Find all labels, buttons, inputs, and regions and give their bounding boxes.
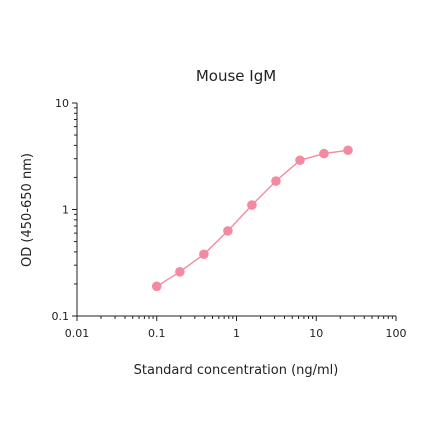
data-point: [247, 200, 257, 210]
series-layer: [151, 145, 353, 292]
x-tick-label: 0.1: [148, 327, 166, 340]
x-tick-label: 1: [233, 327, 240, 340]
data-point: [151, 281, 162, 292]
x-tick-label: 100: [386, 327, 407, 340]
x-tick-label: 10: [309, 327, 323, 340]
data-point: [295, 155, 305, 166]
y-axis-label: OD (450-650 nm): [20, 153, 35, 267]
y-tick-label: 10: [55, 97, 69, 110]
chart-title: Mouse IgM: [196, 67, 276, 85]
data-point: [199, 249, 209, 260]
x-axis-label: Standard concentration (ng/ml): [134, 363, 339, 378]
x-tick-label: 0.01: [65, 327, 90, 340]
data-point: [343, 145, 353, 156]
y-axis: 0.1 1 10: [52, 97, 78, 323]
y-tick-label: 1: [62, 204, 69, 217]
data-point: [223, 226, 233, 236]
x-axis: 0.01 0.1 1 10 100: [65, 315, 407, 340]
data-point: [175, 267, 185, 277]
y-tick-label: 0.1: [52, 310, 70, 323]
data-point: [319, 148, 329, 159]
data-point: [271, 176, 281, 186]
series-line: [156, 149, 349, 287]
